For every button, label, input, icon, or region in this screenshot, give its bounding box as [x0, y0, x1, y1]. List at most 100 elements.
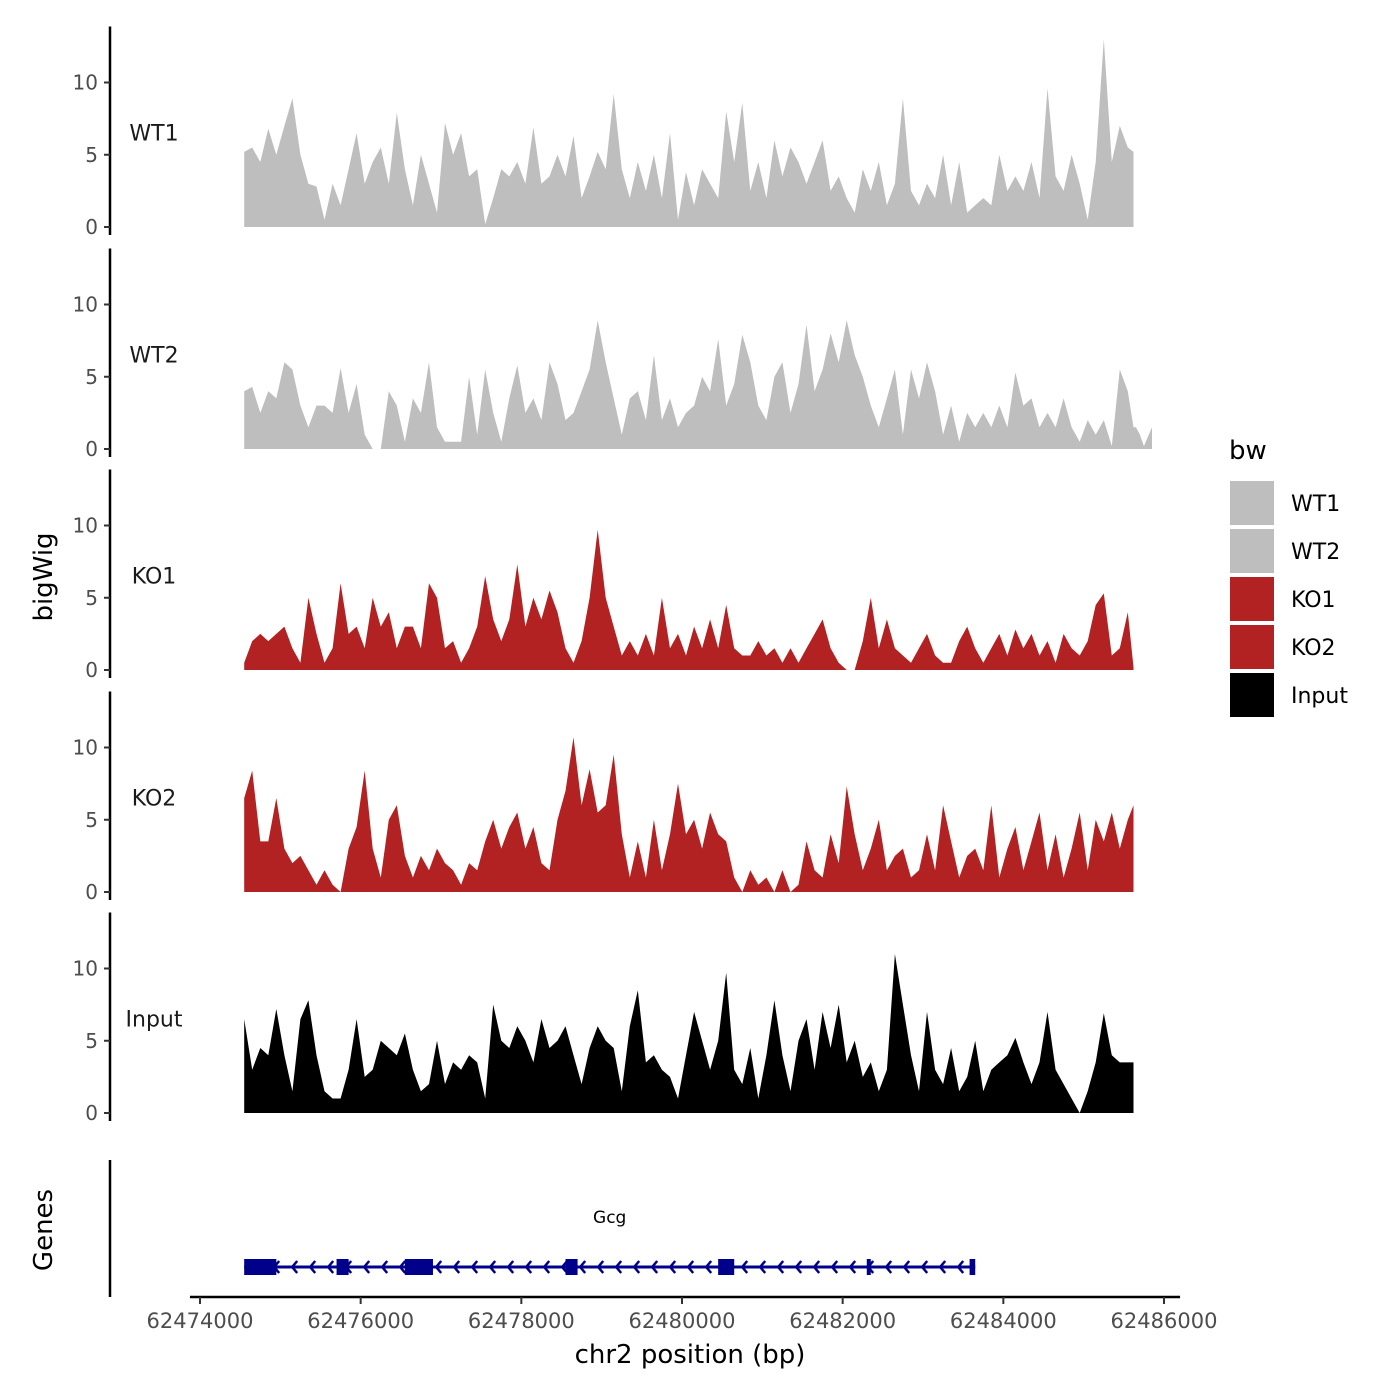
- strand-arrow: [740, 1260, 749, 1274]
- x-tick-label: 62484000: [950, 1309, 1057, 1333]
- gene-track: Gcg: [108, 1160, 976, 1297]
- legend-swatch: [1230, 625, 1274, 669]
- y-tick-label: 10: [73, 514, 98, 538]
- strand-arrow: [704, 1260, 713, 1274]
- exon: [244, 1259, 277, 1275]
- y-tick-label: 0: [85, 1101, 98, 1125]
- y-tick-label: 0: [85, 880, 98, 904]
- legend-item-wt1: WT1: [1230, 481, 1340, 525]
- legend-label: Input: [1291, 684, 1348, 709]
- legend-swatch: [1230, 577, 1274, 621]
- y-tick-label: 10: [73, 293, 98, 317]
- gene-label: Gcg: [593, 1208, 626, 1228]
- strand-arrow: [614, 1260, 623, 1274]
- exon: [866, 1259, 871, 1275]
- strand-arrow: [542, 1260, 551, 1274]
- strand-arrow: [596, 1260, 605, 1274]
- y-tick-label: 5: [85, 365, 98, 389]
- strand-arrow: [290, 1260, 299, 1274]
- strand-arrow: [668, 1260, 677, 1274]
- strand-arrow: [920, 1260, 929, 1274]
- strand-arrow: [362, 1260, 371, 1274]
- exon: [565, 1259, 578, 1275]
- exon: [336, 1259, 349, 1275]
- y-tick-label: 5: [85, 586, 98, 610]
- legend-item-ko2: KO2: [1230, 625, 1336, 669]
- strand-arrow: [776, 1260, 785, 1274]
- y-tick-label: 0: [85, 658, 98, 682]
- strand-arrow: [326, 1260, 335, 1274]
- y-tick-label: 10: [73, 957, 98, 981]
- y-tick-label: 0: [85, 437, 98, 461]
- strand-arrow: [578, 1260, 587, 1274]
- legend-label: KO2: [1291, 636, 1336, 661]
- legend-item-input: Input: [1230, 673, 1348, 717]
- x-tick-label: 62474000: [147, 1309, 254, 1333]
- strand-arrow: [524, 1260, 533, 1274]
- x-axis-title: chr2 position (bp): [575, 1340, 806, 1370]
- strand-arrow: [470, 1260, 479, 1274]
- coverage-area-input: [244, 954, 1134, 1113]
- y-tick-label: 5: [85, 143, 98, 167]
- strand-arrow: [812, 1260, 821, 1274]
- exon: [718, 1259, 735, 1275]
- strand-arrow: [848, 1260, 857, 1274]
- legend-label: KO1: [1291, 588, 1336, 613]
- coverage-area-wt1: [244, 39, 1134, 228]
- track-panel-wt1: 0 5 10 WT1: [73, 26, 1134, 239]
- legend-swatch: [1230, 673, 1274, 717]
- x-axis: 62474000 62476000 62478000 62480000 62482000…: [147, 1295, 1218, 1333]
- legend-item-ko1: KO1: [1230, 577, 1336, 621]
- strand-arrow: [884, 1260, 893, 1274]
- legend: bw WT1 WT2 KO1 KO2 Input: [1229, 436, 1348, 717]
- y-tick-label: 0: [85, 215, 98, 239]
- y-axis-title: bigWig: [29, 532, 59, 621]
- strand-arrows: [272, 1260, 965, 1274]
- y-tick-label: 10: [73, 71, 98, 95]
- legend-title: bw: [1229, 436, 1267, 466]
- y-tick-label: 5: [85, 1029, 98, 1053]
- track-label: WT1: [129, 121, 178, 146]
- legend-item-wt2: WT2: [1230, 529, 1340, 573]
- track-label: KO2: [132, 786, 177, 811]
- track-panel-ko1: 0 5 10 KO1: [73, 469, 1134, 682]
- legend-swatch: [1230, 481, 1274, 525]
- strand-arrow: [380, 1260, 389, 1274]
- strand-arrow: [452, 1260, 461, 1274]
- strand-arrow: [956, 1260, 965, 1274]
- exon: [404, 1259, 433, 1275]
- strand-arrow: [830, 1260, 839, 1274]
- strand-arrow: [560, 1260, 569, 1274]
- tracks-group: 0 5 10 WT1 0 5 10 WT2 0 5 10 KO1 0 5 10 KO2 0 5 10 Input: [73, 26, 1152, 1125]
- x-tick-label: 62478000: [468, 1309, 575, 1333]
- x-tick-label: 62476000: [307, 1309, 414, 1333]
- genes-axis-title: Genes: [29, 1189, 59, 1271]
- exon: [969, 1259, 976, 1275]
- track-label: KO1: [132, 564, 177, 589]
- legend-label: WT1: [1291, 492, 1340, 517]
- strand-arrow: [758, 1260, 767, 1274]
- track-panel-input: 0 5 10 Input: [73, 912, 1134, 1125]
- legend-swatch: [1230, 529, 1274, 573]
- strand-arrow: [488, 1260, 497, 1274]
- strand-arrow: [434, 1260, 443, 1274]
- coverage-area-wt2: [244, 320, 1152, 449]
- y-tick-label: 5: [85, 808, 98, 832]
- legend-label: WT2: [1291, 540, 1340, 565]
- strand-arrow: [686, 1260, 695, 1274]
- strand-arrow: [632, 1260, 641, 1274]
- strand-arrow: [308, 1260, 317, 1274]
- x-tick-label: 62480000: [629, 1309, 736, 1333]
- strand-arrow: [794, 1260, 803, 1274]
- track-label: Input: [126, 1007, 183, 1032]
- strand-arrow: [398, 1260, 407, 1274]
- strand-arrow: [938, 1260, 947, 1274]
- strand-arrow: [650, 1260, 659, 1274]
- x-tick-label: 62482000: [789, 1309, 896, 1333]
- track-panel-ko2: 0 5 10 KO2: [73, 691, 1134, 904]
- y-tick-label: 10: [73, 736, 98, 760]
- strand-arrow: [902, 1260, 911, 1274]
- x-tick-label: 62486000: [1111, 1309, 1218, 1333]
- coverage-area-ko1: [244, 529, 1134, 670]
